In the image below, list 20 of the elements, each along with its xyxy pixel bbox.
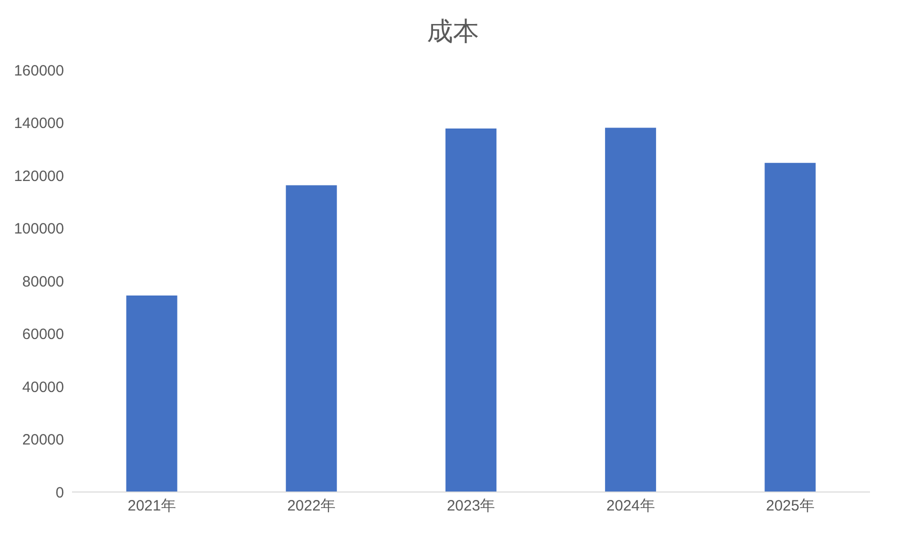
- y-tick-label: 160000: [14, 62, 64, 80]
- x-tick-label: 2022年: [287, 498, 336, 515]
- y-tick-label: 120000: [14, 168, 64, 185]
- bar: [764, 162, 816, 492]
- y-tick-label: 80000: [22, 273, 64, 290]
- y-tick-label: 40000: [22, 378, 64, 396]
- y-tick-label: 140000: [14, 115, 64, 132]
- chart-title: 成本: [426, 15, 480, 48]
- bar: [605, 128, 656, 492]
- x-tick-label: 2023年: [446, 498, 496, 515]
- y-tick-label: 60000: [22, 326, 64, 344]
- x-tick-label: 2024年: [606, 498, 655, 515]
- y-tick-label: 20000: [22, 432, 64, 449]
- bar: [445, 128, 496, 492]
- y-tick-label: 100000: [14, 220, 64, 238]
- x-tick-label: 2021年: [128, 498, 176, 515]
- bar: [126, 296, 178, 492]
- bar: [286, 185, 337, 492]
- x-tick-label: 2025年: [766, 498, 814, 515]
- y-tick-label: 0: [56, 484, 64, 502]
